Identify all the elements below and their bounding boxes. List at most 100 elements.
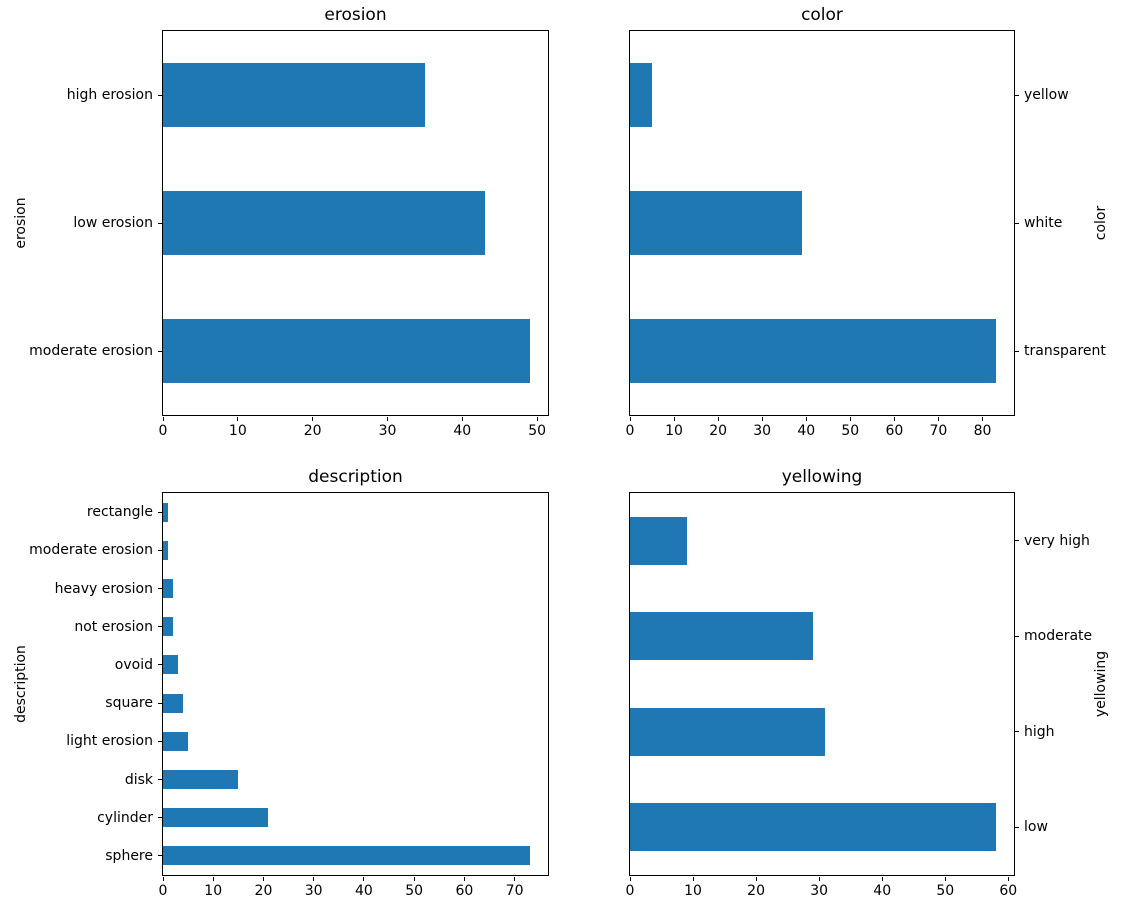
chart-title-color: color (801, 5, 843, 25)
x-tick (981, 417, 983, 421)
y-tick (1015, 540, 1019, 542)
y-tick-label: low erosion (73, 215, 153, 231)
y-tick (158, 855, 162, 857)
y-tick (158, 817, 162, 819)
x-tick (937, 417, 939, 421)
x-tick (673, 417, 675, 421)
y-axis-title-color: color (1093, 205, 1109, 241)
plot-area-description: rectangle moderate erosion heavy erosion no… (29, 492, 549, 899)
bar-heavy-erosion (163, 578, 174, 599)
y-tick (158, 702, 162, 704)
x-tick (893, 417, 895, 421)
plot-area-erosion: high erosion low erosion moderate erosion 0… (29, 30, 549, 439)
x-tick (363, 877, 365, 881)
y-tick-label: moderate erosion (29, 542, 153, 559)
x-tick (237, 417, 239, 421)
y-tick (158, 350, 162, 352)
bar-moderate-erosion (163, 319, 530, 383)
bar-disk (163, 769, 239, 790)
y-tick-label: cylinder (97, 809, 153, 826)
bar-high-erosion (163, 63, 425, 127)
y-tick-label: light erosion (66, 733, 153, 750)
x-tick-label: 60 (885, 423, 904, 439)
x-tick (849, 417, 851, 421)
x-tick-label: 30 (810, 883, 829, 899)
x-tick-label: 40 (453, 423, 472, 439)
bar-square (163, 693, 184, 713)
y-tick (158, 549, 162, 551)
x-tick (386, 417, 388, 421)
x-tick (163, 417, 164, 421)
x-tick (692, 877, 694, 881)
y-tick-label: low (1024, 819, 1048, 836)
x-tick-label: 30 (378, 423, 397, 439)
x-tick-label: 70 (505, 883, 524, 899)
y-tick-label: not erosion (74, 618, 153, 635)
bar-light-erosion (163, 731, 189, 751)
plot-area-yellowing: very high moderate high low 0 10 20 30 40 50 60 (626, 492, 1092, 899)
x-tick-label: 50 (936, 883, 955, 899)
y-tick (1015, 222, 1019, 224)
bar-high (630, 707, 826, 756)
y-tick-label: sphere (105, 847, 153, 864)
bar-not-erosion (163, 617, 174, 637)
y-tick (158, 222, 162, 224)
y-tick-label: ovoid (114, 656, 153, 673)
y-tick-label: white (1024, 215, 1063, 231)
x-tick-label: 40 (797, 423, 816, 439)
x-tick (761, 417, 763, 421)
chart-title-description: description (308, 467, 403, 487)
x-tick-label: 50 (528, 423, 547, 439)
y-tick (1015, 94, 1019, 96)
y-tick-label: moderate (1024, 628, 1093, 645)
x-tick-label: 40 (354, 883, 373, 899)
x-tick-label: 60 (999, 883, 1018, 899)
bar-rectangle (163, 502, 169, 522)
x-tick-label: 0 (625, 423, 635, 439)
x-tick-label: 40 (873, 883, 892, 899)
x-tick (312, 417, 314, 421)
y-axis-title-description: description (13, 645, 29, 723)
y-tick-label: heavy erosion (54, 580, 153, 597)
x-tick (163, 877, 164, 881)
y-tick (1015, 731, 1019, 733)
y-tick (1015, 635, 1019, 637)
x-tick-label: 80 (973, 423, 992, 439)
x-tick (818, 877, 820, 881)
x-tick-label: 20 (709, 423, 728, 439)
x-tick-label: 0 (158, 883, 168, 899)
x-tick (413, 877, 415, 881)
x-tick (630, 877, 631, 881)
y-tick (158, 779, 162, 780)
x-tick (717, 417, 719, 421)
x-tick (212, 877, 214, 881)
chart-title-erosion: erosion (324, 5, 387, 25)
y-tick-label: high (1024, 723, 1055, 740)
x-tick (461, 417, 463, 421)
y-tick-label: square (105, 695, 153, 712)
x-tick (463, 877, 465, 881)
x-tick-label: 20 (254, 883, 273, 899)
bar-yellow (630, 63, 653, 127)
y-axis-title-yellowing: yellowing (1093, 650, 1109, 718)
y-tick-label: rectangle (86, 504, 153, 521)
y-tick-label: moderate erosion (29, 343, 153, 359)
y-tick-label: transparent (1024, 343, 1106, 359)
x-tick (755, 877, 757, 881)
y-axis-title-erosion: erosion (13, 197, 29, 249)
x-tick (944, 877, 946, 881)
y-tick-label: very high (1024, 532, 1090, 549)
x-tick (805, 417, 807, 421)
y-tick (1015, 826, 1019, 828)
x-tick-label: 10 (204, 883, 223, 899)
y-tick (158, 511, 162, 513)
x-tick-label: 20 (303, 423, 322, 439)
bar-cylinder (163, 808, 269, 828)
y-tick-label: high erosion (66, 87, 153, 103)
bar-sphere (163, 846, 530, 866)
x-tick-label: 60 (455, 883, 474, 899)
y-tick-label: disk (124, 771, 153, 788)
x-tick (881, 877, 883, 881)
